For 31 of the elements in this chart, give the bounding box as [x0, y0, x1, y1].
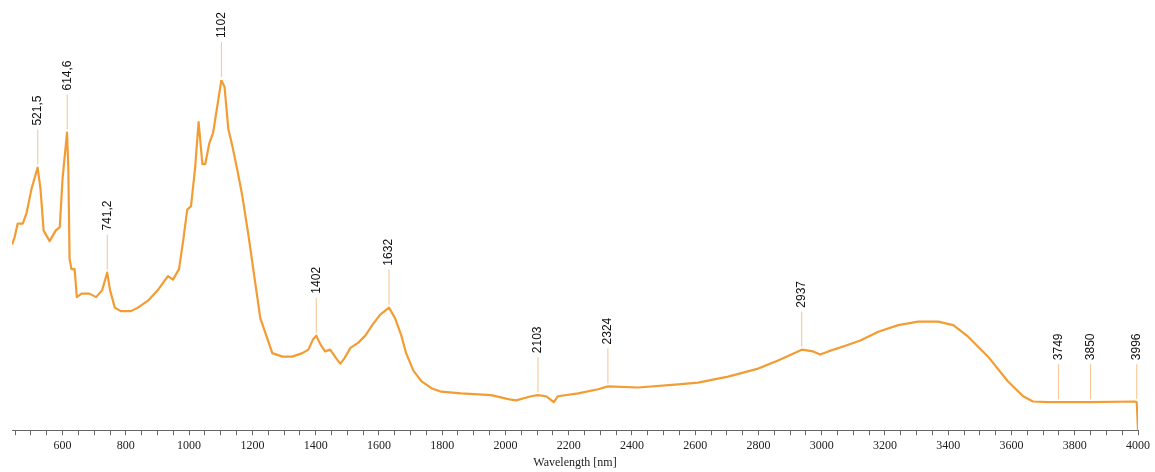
x-tick-label: 2000	[493, 437, 518, 452]
x-tick-label: 1400	[303, 437, 328, 452]
x-tick-label: 3000	[809, 437, 834, 452]
annotation: 3996	[1129, 333, 1144, 361]
annotation: 1632	[381, 238, 396, 266]
annotation: 1402	[308, 266, 323, 294]
annotation: 2103	[530, 326, 545, 354]
x-tick-label: 4000	[1126, 437, 1150, 452]
x-tick-label: 3600	[999, 437, 1024, 452]
annotation: 1102	[213, 11, 228, 38]
annotation: 2937	[794, 280, 809, 308]
x-tick-label: 2400	[619, 437, 644, 452]
x-tick-label: 600	[53, 437, 72, 452]
x-tick-label: 3400	[936, 437, 961, 452]
annotation: 521,5	[30, 95, 45, 126]
annotation: 3850	[1082, 333, 1097, 361]
x-tick-label: 1600	[366, 437, 391, 452]
x-tick-label: 2600	[683, 437, 708, 452]
x-tick-label: 1800	[430, 437, 455, 452]
x-tick-label: 1000	[177, 437, 202, 452]
annotation: 614,6	[59, 60, 74, 91]
x-tick-label: 800	[116, 437, 135, 452]
annotation: 741,2	[99, 200, 114, 231]
x-tick-label: 1200	[240, 437, 265, 452]
annotation: 3749	[1050, 333, 1065, 361]
annotation: 2324	[600, 317, 615, 345]
x-axis-title: Wavelength [nm]	[533, 454, 617, 469]
x-tick-label: 3200	[872, 437, 897, 452]
x-tick-label: 2200	[556, 437, 581, 452]
x-tick-label: 2800	[746, 437, 771, 452]
x-tick-label: 3800	[1062, 437, 1087, 452]
